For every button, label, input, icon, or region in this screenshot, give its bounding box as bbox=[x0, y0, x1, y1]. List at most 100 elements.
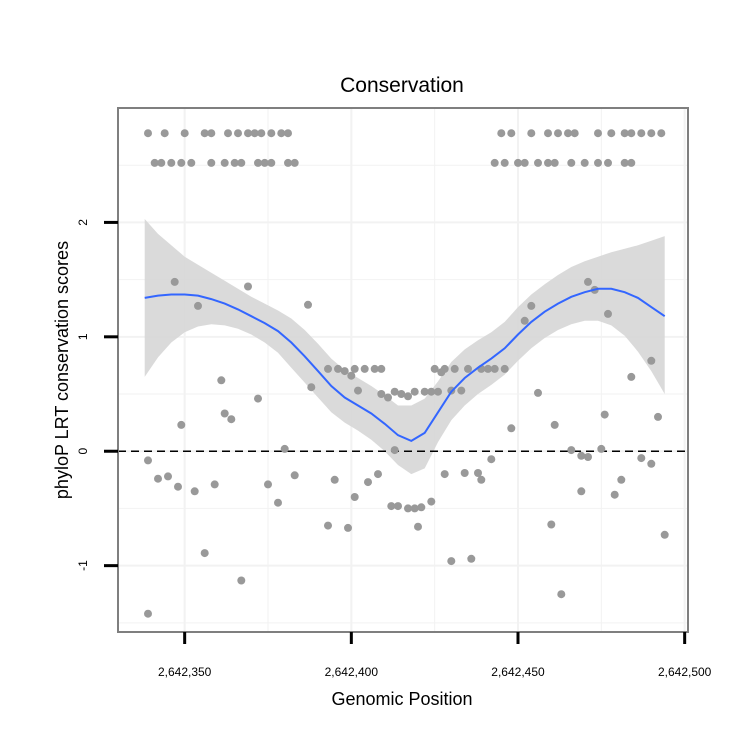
data-point bbox=[567, 158, 576, 167]
data-point bbox=[144, 129, 152, 138]
data-point bbox=[344, 523, 352, 532]
data-point bbox=[244, 129, 252, 138]
data-point bbox=[257, 129, 266, 138]
data-point bbox=[597, 444, 606, 453]
data-point bbox=[467, 554, 476, 563]
data-point bbox=[290, 158, 299, 167]
data-point bbox=[264, 480, 272, 489]
data-point bbox=[277, 129, 286, 138]
data-point bbox=[577, 487, 586, 496]
data-point bbox=[390, 387, 399, 396]
data-point bbox=[227, 415, 236, 424]
data-point bbox=[234, 129, 242, 138]
data-point bbox=[447, 557, 456, 566]
data-point bbox=[187, 158, 196, 167]
data-point bbox=[490, 158, 499, 167]
ribbon-area bbox=[144, 219, 665, 475]
data-point bbox=[420, 387, 429, 396]
data-point bbox=[497, 129, 506, 138]
y-tick-label: 1 bbox=[76, 333, 90, 340]
data-point bbox=[274, 498, 282, 507]
data-point bbox=[520, 158, 529, 167]
data-point bbox=[584, 453, 592, 461]
y-tick-label: 0 bbox=[76, 448, 90, 455]
data-point bbox=[397, 390, 406, 398]
data-point bbox=[374, 470, 382, 479]
data-point bbox=[304, 300, 312, 309]
confidence-ribbon bbox=[144, 219, 665, 475]
data-point bbox=[210, 480, 219, 489]
data-point bbox=[237, 158, 246, 167]
data-point bbox=[514, 158, 522, 167]
data-point bbox=[627, 158, 636, 167]
data-point bbox=[350, 493, 359, 501]
data-point bbox=[377, 390, 386, 398]
data-point bbox=[144, 609, 152, 618]
data-point bbox=[594, 158, 602, 167]
data-point bbox=[260, 158, 269, 167]
data-point bbox=[500, 158, 509, 167]
data-point bbox=[567, 446, 576, 455]
data-point bbox=[474, 469, 482, 477]
data-point bbox=[464, 364, 472, 373]
data-point bbox=[370, 364, 379, 373]
y-axis-label: phyloP LRT conservation scores bbox=[52, 241, 72, 499]
data-point bbox=[150, 158, 159, 167]
data-point bbox=[254, 158, 262, 167]
data-point bbox=[654, 412, 662, 421]
data-point bbox=[360, 364, 369, 373]
data-point bbox=[550, 420, 559, 429]
data-point bbox=[550, 158, 559, 167]
data-point bbox=[394, 502, 402, 511]
x-axis: 2,642,350 2,642,400 2,642,450 2,642,500 bbox=[158, 632, 712, 679]
y-axis: -1 0 1 2 bbox=[76, 219, 118, 571]
data-point bbox=[450, 364, 459, 373]
data-point bbox=[534, 388, 542, 397]
data-point bbox=[520, 316, 529, 325]
data-point bbox=[647, 459, 656, 468]
smooth-line bbox=[144, 287, 666, 443]
data-point bbox=[627, 129, 636, 138]
data-point bbox=[660, 530, 669, 539]
data-point bbox=[647, 129, 656, 138]
data-point bbox=[434, 387, 442, 396]
data-point bbox=[284, 158, 292, 167]
data-point bbox=[144, 456, 152, 465]
data-point bbox=[554, 129, 562, 138]
data-point bbox=[490, 364, 499, 373]
data-point bbox=[527, 301, 536, 310]
data-point bbox=[220, 158, 229, 167]
data-point bbox=[244, 282, 252, 291]
data-point bbox=[410, 504, 419, 513]
x-tick-label: 2,642,450 bbox=[491, 665, 545, 679]
data-point bbox=[334, 364, 342, 373]
data-point bbox=[364, 478, 372, 487]
data-point bbox=[620, 158, 629, 167]
data-point bbox=[390, 446, 399, 455]
data-points bbox=[144, 129, 669, 618]
data-point bbox=[534, 158, 542, 167]
data-point bbox=[647, 356, 656, 365]
data-point bbox=[410, 387, 419, 396]
data-point bbox=[384, 393, 392, 402]
chart-title: Conservation bbox=[340, 74, 464, 97]
data-point bbox=[160, 129, 169, 138]
data-point bbox=[564, 129, 572, 138]
data-point bbox=[527, 129, 536, 138]
data-point bbox=[417, 503, 426, 512]
data-point bbox=[657, 129, 666, 138]
data-point bbox=[177, 158, 186, 167]
data-point bbox=[610, 490, 619, 499]
data-point bbox=[350, 364, 359, 373]
data-point bbox=[200, 549, 209, 558]
data-point bbox=[194, 301, 202, 310]
data-point bbox=[237, 576, 246, 585]
data-point bbox=[460, 469, 469, 477]
data-point bbox=[154, 474, 162, 483]
data-point bbox=[267, 129, 276, 138]
y-tick-label: 2 bbox=[76, 219, 90, 226]
data-point bbox=[217, 376, 226, 385]
y-tick-label: -1 bbox=[76, 560, 90, 571]
data-point bbox=[620, 129, 629, 138]
